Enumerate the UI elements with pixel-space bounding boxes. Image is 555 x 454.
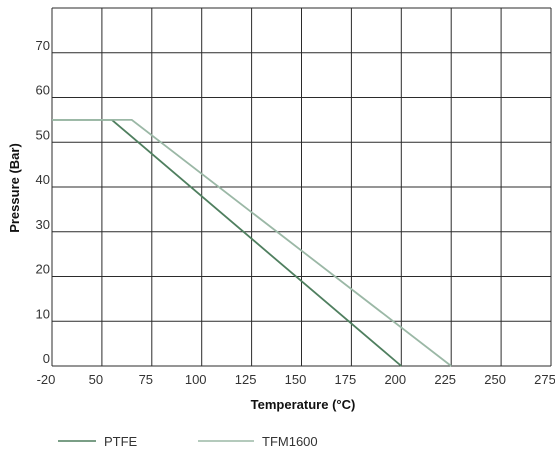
grid bbox=[51, 7, 552, 367]
y-axis-title: Pressure (Bar) bbox=[7, 143, 22, 233]
x-tick-labels: -20 50 75 100 125 150 175 200 225 250 275 bbox=[37, 372, 555, 387]
y-tick-label: 0 bbox=[43, 351, 50, 366]
x-tick-label: 200 bbox=[384, 372, 406, 387]
x-tick-label: -20 bbox=[37, 372, 56, 387]
x-axis-title: Temperature (°C) bbox=[251, 397, 356, 412]
y-tick-label: 10 bbox=[36, 306, 50, 321]
x-tick-label: 175 bbox=[335, 372, 357, 387]
y-tick-label: 20 bbox=[36, 262, 50, 277]
x-tick-label: 275 bbox=[534, 372, 555, 387]
y-tick-label: 50 bbox=[36, 127, 50, 142]
y-tick-label: 70 bbox=[36, 38, 50, 53]
y-tick-label: 40 bbox=[36, 172, 50, 187]
x-tick-label: 225 bbox=[434, 372, 456, 387]
y-tick-label: 60 bbox=[36, 83, 50, 98]
series-line-tfm1600 bbox=[52, 119, 452, 367]
legend-label: TFM1600 bbox=[262, 434, 318, 449]
y-tick-label: 30 bbox=[36, 217, 50, 232]
x-tick-label: 75 bbox=[139, 372, 153, 387]
x-tick-label: 100 bbox=[185, 372, 207, 387]
legend: PTFE TFM1600 bbox=[58, 434, 318, 449]
x-tick-label: 50 bbox=[89, 372, 103, 387]
legend-label: PTFE bbox=[104, 434, 138, 449]
x-tick-label: 125 bbox=[235, 372, 257, 387]
series-lines bbox=[52, 119, 452, 367]
x-tick-label: 150 bbox=[285, 372, 307, 387]
series-line-ptfe bbox=[52, 119, 402, 367]
x-tick-label: 250 bbox=[484, 372, 506, 387]
y-tick-labels: 0 10 20 30 40 50 60 70 bbox=[36, 38, 50, 366]
